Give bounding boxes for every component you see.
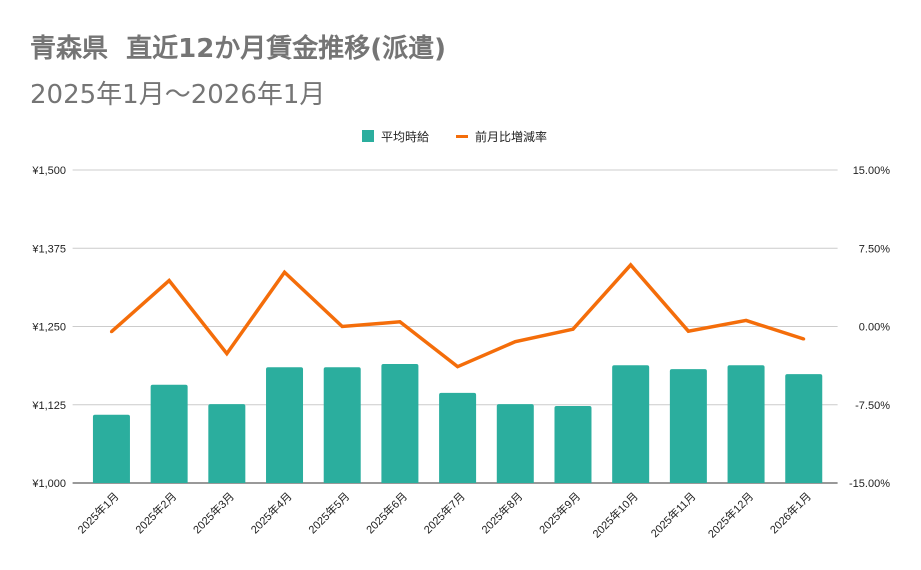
line-point [225,352,229,356]
x-axis-tick-label: 2025年3月 [190,489,237,536]
right-axis-tick-label: -15.00% [849,478,890,490]
bar [669,369,707,483]
x-axis-tick-label: 2025年7月 [421,489,468,536]
x-axis-tick-label: 2025年6月 [363,489,410,536]
x-axis-tick-label: 2025年12月 [705,489,756,540]
bar [208,404,246,483]
bar [150,384,188,483]
line-point [571,327,575,331]
bar [92,414,130,483]
bar [554,406,592,483]
bar [439,392,477,483]
line-point [686,329,690,333]
x-axis-tick-label: 2026年1月 [767,489,814,536]
line-point [744,318,748,322]
line-point [167,279,171,283]
x-axis-tick-label: 2025年10月 [589,489,640,540]
legend-bar-swatch [362,130,374,142]
right-axis-tick-label: -7.50% [855,400,890,412]
right-axis-tick-label: 7.50% [859,243,890,255]
line-point [340,325,344,328]
left-axis-tick-label: ¥1,000 [31,478,66,490]
line-point [513,340,517,344]
bar [323,367,361,483]
chart-title: 青森県 直近12か月賃金推移(派遣) [30,34,447,64]
legend-line-label: 前月比増減率 [475,129,547,144]
left-axis-tick-label: ¥1,250 [31,322,66,334]
legend-line-swatch [456,135,468,138]
left-axis-tick-label: ¥1,125 [31,400,66,412]
chart-subtitle: 2025年1月～2026年1月 [30,80,326,110]
right-axis-tick-label: 15.00% [853,165,891,177]
bar [266,367,304,483]
left-axis-tick-label: ¥1,375 [31,243,66,255]
line-series [110,262,805,369]
right-axis-tick-label: 0.00% [859,322,890,334]
line-point [283,270,287,274]
bar [727,365,765,483]
line-point [398,320,402,324]
bar [381,364,419,483]
line-point [629,263,633,267]
x-axis-tick-label: 2025年1月 [74,489,121,536]
legend-bar-label: 平均時給 [381,130,429,144]
x-axis-tick-label: 2025年2月 [132,489,179,536]
bar [612,365,650,483]
x-axis-tick-label: 2025年11月 [648,489,699,540]
legend: 平均時給 前月比増減率 [362,129,547,144]
left-axis-tick-label: ¥1,500 [31,165,66,177]
bar [785,374,823,483]
x-axis-tick-label: 2025年5月 [305,489,352,536]
bar [496,404,534,483]
line-point [456,365,460,369]
x-axis-tick-label: 2025年4月 [248,489,295,536]
line-point [802,337,806,341]
x-axis-tick-label: 2025年8月 [478,489,525,536]
x-axis-tick-label: 2025年9月 [536,489,583,536]
line-point [109,330,113,334]
